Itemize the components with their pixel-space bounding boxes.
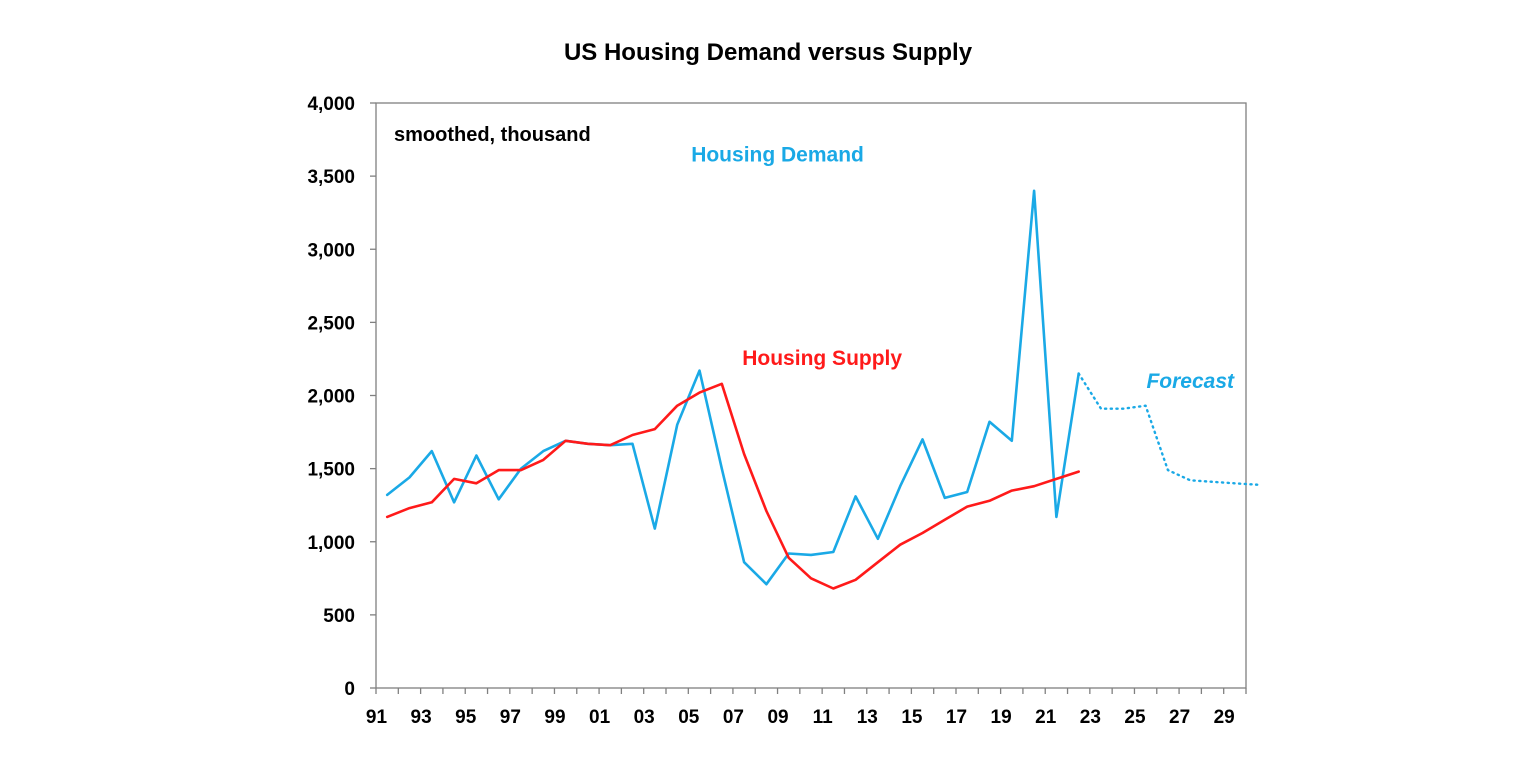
x-tick-label: 13 — [857, 707, 878, 728]
x-tick-label: 21 — [1035, 707, 1057, 728]
y-tick-label: 1,000 — [307, 533, 355, 554]
annotations: Housing Demand Housing Supply Forecast — [691, 144, 1235, 394]
x-tick-label: 17 — [946, 707, 967, 728]
y-tick-label: 1,500 — [307, 460, 355, 481]
x-tick-label: 23 — [1080, 707, 1101, 728]
x-tick-label: 99 — [544, 707, 565, 728]
x-tick-label: 01 — [589, 707, 611, 728]
y-tick-label: 4,000 — [307, 94, 355, 115]
annotation-housing-demand: Housing Demand — [691, 144, 864, 167]
x-tick-label: 29 — [1214, 707, 1235, 728]
x-tick-label: 91 — [366, 707, 388, 728]
x-tick-label: 11 — [813, 707, 834, 728]
y-tick-label: 2,000 — [307, 387, 355, 408]
x-tick-label: 15 — [901, 707, 923, 728]
x-tick-label: 09 — [767, 707, 788, 728]
y-tick-label: 2,500 — [307, 313, 355, 334]
housing-demand-line — [385, 189, 1080, 586]
series-layer — [385, 189, 1259, 590]
annotation-forecast: Forecast — [1146, 370, 1235, 393]
y-tick-label: 3,000 — [307, 240, 355, 261]
y-tick-label: 500 — [323, 606, 355, 627]
annotation-housing-supply: Housing Supply — [742, 347, 902, 370]
chart-title: US Housing Demand versus Supply — [564, 39, 973, 66]
x-axis: 91 93 95 97 99 01 03 05 07 09 11 13 15 17 19 21 23 25 27 29 — [366, 688, 1247, 728]
x-tick-label: 25 — [1124, 707, 1146, 728]
y-tick-label: 0 — [344, 679, 355, 700]
x-tick-label: 27 — [1169, 707, 1190, 728]
x-tick-label: 19 — [991, 707, 1012, 728]
y-axis: 0 500 1,000 1,500 2,000 2,500 3,000 3,500 4,000 — [307, 94, 376, 700]
chart-subtitle: smoothed, thousand — [394, 124, 591, 146]
plot-area-frame — [375, 102, 1247, 689]
x-tick-label: 93 — [411, 707, 432, 728]
forecast-line — [1077, 372, 1259, 486]
x-tick-label: 95 — [455, 707, 477, 728]
y-tick-label: 3,500 — [307, 167, 355, 188]
housing-supply-line — [385, 382, 1080, 590]
x-tick-label: 03 — [634, 707, 655, 728]
x-tick-label: 07 — [723, 707, 744, 728]
x-tick-label: 97 — [500, 707, 521, 728]
x-tick-label: 05 — [678, 707, 700, 728]
